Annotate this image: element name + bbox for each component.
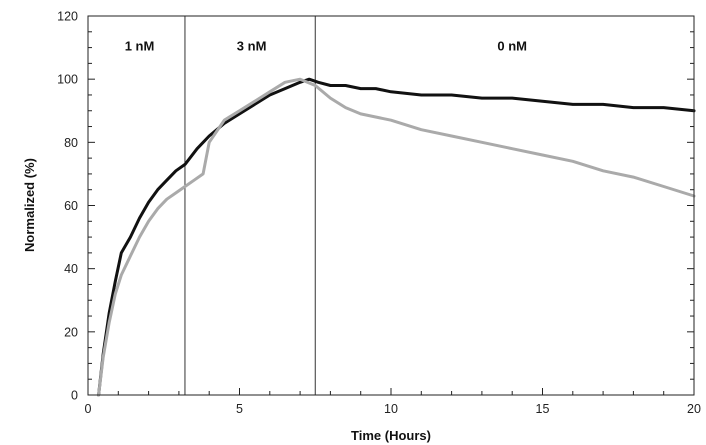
region-label-1: 1 nM xyxy=(125,39,155,54)
x-tick-label: 5 xyxy=(236,402,243,416)
y-tick-label: 80 xyxy=(64,136,78,150)
y-tick-label: 20 xyxy=(64,325,78,339)
y-tick-label: 40 xyxy=(64,262,78,276)
x-tick-label: 0 xyxy=(85,402,92,416)
plot-frame xyxy=(87,15,695,396)
y-tick-label: 60 xyxy=(64,199,78,213)
y-tick-label: 120 xyxy=(57,10,78,24)
y-axis-title: Normalized (%) xyxy=(22,158,37,252)
series-line-2 xyxy=(97,77,696,397)
y-tick-label: 100 xyxy=(57,73,78,87)
region-label-2: 3 nM xyxy=(237,39,267,54)
y-tick-label: 0 xyxy=(71,389,78,403)
x-tick-label: 10 xyxy=(384,402,398,416)
series-line-1 xyxy=(97,77,696,397)
x-tick-label: 15 xyxy=(536,402,550,416)
x-axis-title: Time (Hours) xyxy=(351,428,431,443)
region-label-3: 0 nM xyxy=(497,39,527,54)
x-tick-label: 20 xyxy=(687,402,701,416)
